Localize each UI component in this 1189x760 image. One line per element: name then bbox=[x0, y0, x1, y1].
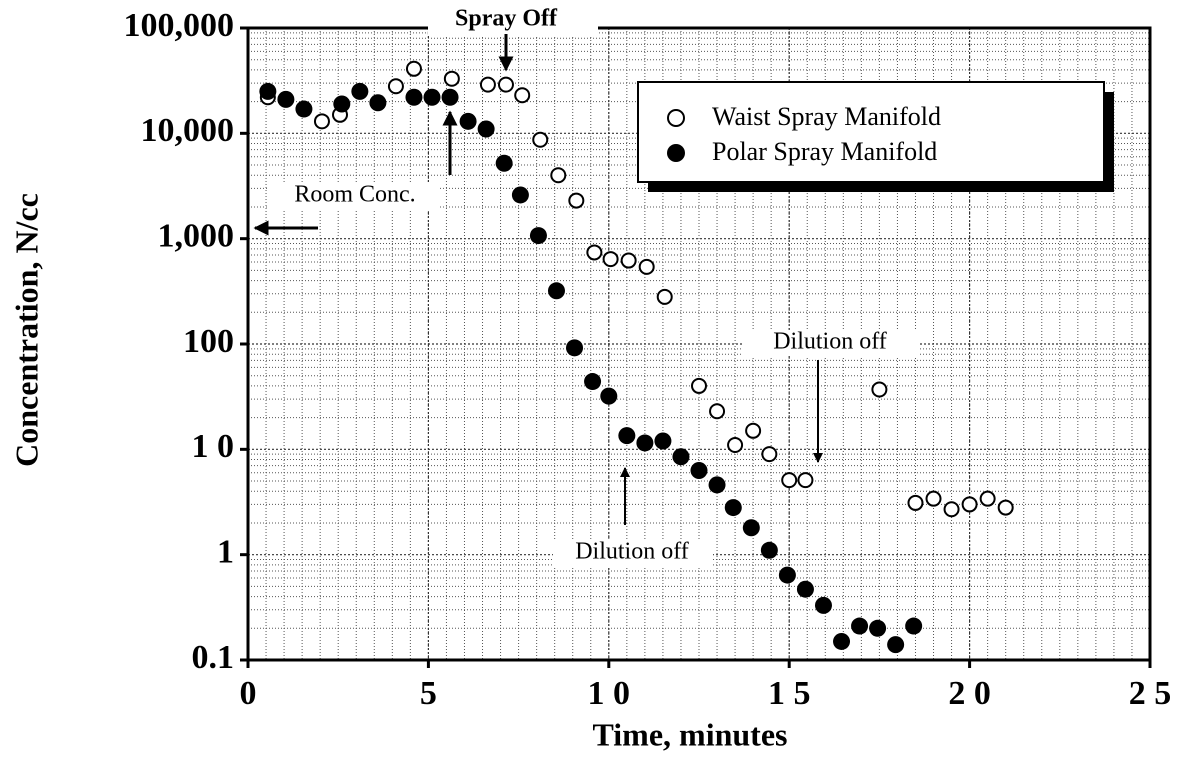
legend-marker bbox=[667, 109, 685, 127]
point bbox=[620, 252, 637, 269]
legend-marker bbox=[667, 144, 685, 162]
point bbox=[905, 617, 923, 635]
point bbox=[869, 619, 887, 637]
point bbox=[761, 446, 778, 463]
y-tick-label: 1,000 bbox=[158, 217, 235, 254]
point bbox=[477, 120, 495, 138]
point bbox=[550, 167, 567, 184]
annotation: Spray Off bbox=[455, 6, 558, 32]
point bbox=[778, 566, 796, 584]
point bbox=[654, 432, 672, 450]
y-axis-title: Concentration, N/cc bbox=[8, 193, 44, 467]
point bbox=[691, 377, 707, 394]
x-tick-label: 1 5 bbox=[768, 675, 811, 712]
point bbox=[724, 499, 742, 517]
points bbox=[259, 60, 1014, 654]
annotation-bg bbox=[742, 330, 918, 356]
point bbox=[369, 94, 387, 112]
y-tick-label: 100,000 bbox=[124, 7, 235, 44]
y-tick-label: 10,000 bbox=[141, 112, 235, 149]
x-tick-label: 0 bbox=[240, 675, 257, 712]
point bbox=[602, 251, 619, 268]
annotation-bg bbox=[268, 182, 440, 210]
x-tick-label: 1 0 bbox=[588, 675, 631, 712]
x-tick-label: 2 0 bbox=[948, 675, 991, 712]
point bbox=[479, 76, 496, 93]
point bbox=[405, 88, 423, 106]
point bbox=[497, 76, 514, 93]
point bbox=[708, 476, 726, 494]
x-tick-label: 2 5 bbox=[1129, 675, 1172, 712]
point bbox=[405, 60, 422, 77]
point bbox=[814, 596, 832, 614]
point bbox=[529, 227, 547, 245]
x-axis-title: Time, minutes bbox=[593, 716, 788, 752]
x-tick-label: 5 bbox=[420, 675, 437, 712]
point bbox=[727, 436, 744, 453]
point bbox=[547, 282, 565, 300]
point bbox=[511, 186, 529, 204]
y-tick-label: 1 bbox=[217, 533, 234, 570]
point bbox=[781, 472, 798, 489]
point bbox=[656, 288, 673, 305]
y-tick-label: 1 0 bbox=[192, 428, 235, 465]
legend-label: Waist Spray Manifold bbox=[712, 102, 941, 131]
legend bbox=[637, 81, 1105, 183]
y-tick-label: 0.1 bbox=[192, 639, 235, 676]
point bbox=[636, 434, 654, 452]
point bbox=[333, 95, 351, 113]
point bbox=[387, 78, 404, 95]
point bbox=[441, 88, 459, 106]
point bbox=[709, 403, 726, 420]
point bbox=[351, 82, 369, 100]
annotation: Dilution off bbox=[773, 329, 887, 355]
point bbox=[568, 192, 585, 209]
point bbox=[907, 494, 924, 511]
point bbox=[600, 387, 618, 405]
point bbox=[672, 448, 690, 466]
point bbox=[925, 490, 942, 507]
point bbox=[514, 87, 531, 104]
annotation-bg bbox=[553, 540, 713, 566]
point bbox=[742, 519, 760, 537]
point bbox=[851, 617, 869, 635]
y-tick-label: 100 bbox=[183, 323, 234, 360]
point bbox=[423, 88, 441, 106]
point bbox=[495, 154, 513, 172]
annotation: Dilution off bbox=[575, 539, 689, 565]
point bbox=[443, 70, 460, 87]
legend-label: Polar Spray Manifold bbox=[712, 137, 937, 166]
point bbox=[760, 541, 778, 559]
point bbox=[797, 472, 814, 489]
annotation-bg bbox=[428, 8, 598, 36]
point bbox=[796, 580, 814, 598]
point bbox=[871, 381, 888, 398]
point bbox=[638, 258, 655, 275]
point bbox=[979, 490, 996, 507]
point bbox=[690, 461, 708, 479]
point bbox=[295, 100, 313, 118]
point bbox=[997, 499, 1014, 516]
point bbox=[618, 427, 636, 445]
point bbox=[313, 113, 330, 130]
point bbox=[532, 131, 549, 148]
point bbox=[943, 501, 960, 518]
point bbox=[586, 244, 603, 261]
point bbox=[961, 496, 978, 513]
annotation: Room Conc. bbox=[294, 182, 415, 208]
point bbox=[584, 373, 602, 391]
point bbox=[566, 339, 584, 357]
point bbox=[277, 90, 295, 108]
point bbox=[833, 632, 851, 650]
point bbox=[745, 422, 762, 439]
point bbox=[259, 82, 277, 100]
point bbox=[459, 112, 477, 130]
point bbox=[887, 636, 905, 654]
